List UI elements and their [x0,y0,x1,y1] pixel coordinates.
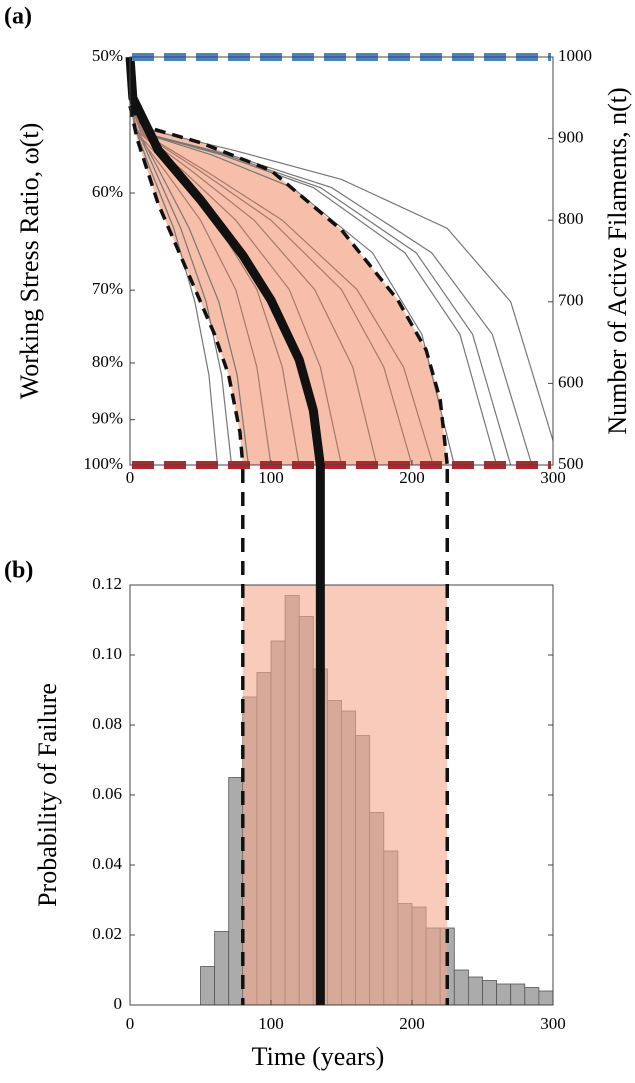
panel-label: (b) [4,558,33,584]
y-tick-label: 50% [92,46,123,65]
bar [482,980,498,1006]
y-tick-label: 0.04 [92,854,122,873]
curve [129,101,343,466]
panel-label: (a) [4,4,32,30]
y-tick-label: 0.12 [92,574,122,593]
y-tick-label: 60% [92,182,123,201]
bar [214,931,230,1006]
x-tick-label: 200 [399,468,425,487]
y-tick-label: 0.10 [92,644,122,663]
y2-axis-label: Number of Active Filaments, n(t) [603,87,632,434]
curve [128,105,245,466]
bar [496,983,512,1006]
curve [129,101,434,466]
curve [129,101,272,466]
bar [510,983,526,1006]
y-tick-label: 90% [92,409,123,428]
curve [125,56,325,466]
y-tick-label: 70% [92,279,123,298]
bar [467,976,483,1006]
x-tick-label: 0 [126,1014,135,1033]
x-tick-label: 100 [258,468,284,487]
x-tick-label: 100 [258,1014,284,1033]
bar [453,969,469,1006]
bar [524,987,540,1006]
y-tick-label: 0.02 [92,924,122,943]
y2-tick-label: 600 [558,372,584,391]
y-tick-label: 0.06 [92,784,122,803]
y2-tick-label: 900 [558,128,584,147]
x-tick-label: 300 [540,1014,566,1033]
x-axis-label: Time (years) [252,1042,385,1071]
curve [129,101,413,466]
y-tick-label: 0.08 [92,714,122,733]
y2-tick-label: 800 [558,209,584,228]
y-tick-label: 100% [83,454,123,473]
y-axis-label: Probability of Failure [33,683,62,907]
x-tick-label: 300 [540,468,566,487]
bar [200,966,216,1006]
bar [228,777,244,1006]
y-axis-label: Working Stress Ratio, ω(t) [15,123,44,399]
confidence-band [242,585,448,1005]
axes-frame [129,56,554,466]
y2-tick-label: 500 [558,454,584,473]
y-tick-label: 80% [92,352,123,371]
y2-tick-label: 700 [558,291,584,310]
x-tick-label: 200 [399,1014,425,1033]
y2-tick-label: 1000 [558,46,592,65]
curve [129,101,378,466]
curve [128,104,449,466]
bar [538,990,554,1006]
x-tick-label: 0 [126,468,135,487]
y-tick-label: 0 [114,994,123,1013]
